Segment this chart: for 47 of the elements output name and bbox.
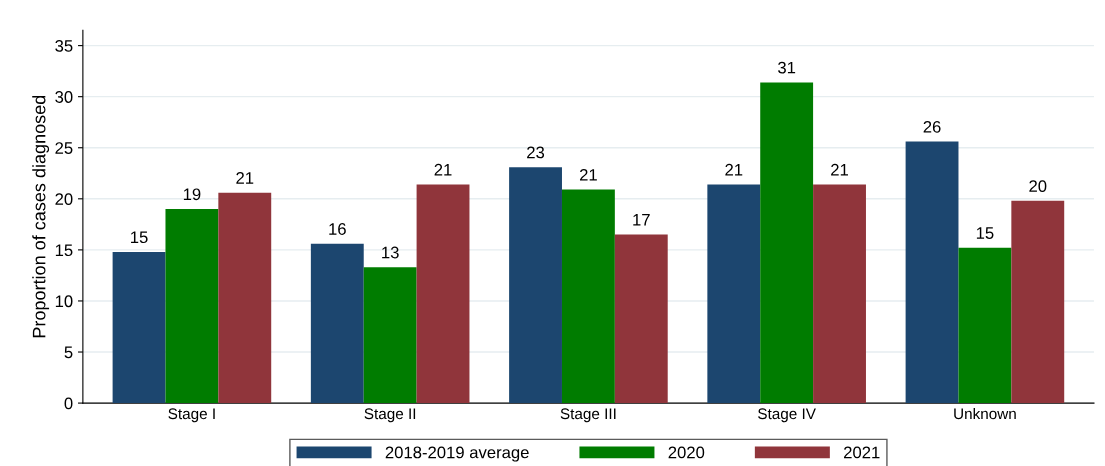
bar: [958, 247, 1012, 404]
x-tick-label: Stage IV: [758, 408, 816, 423]
y-tick-label: 15: [55, 244, 73, 257]
data-label: 16: [329, 223, 346, 235]
data-label: 20: [1029, 180, 1047, 193]
bar: [1011, 200, 1065, 404]
bar: [561, 189, 615, 404]
y-tick-label: 10: [55, 295, 73, 308]
bar: [310, 243, 364, 404]
legend-label: 2020: [668, 446, 705, 459]
bar: [218, 192, 272, 404]
bar: [509, 167, 562, 404]
data-label: 15: [131, 231, 148, 244]
legend-label: 2021: [844, 446, 880, 459]
y-tick-label: 20: [55, 193, 73, 206]
data-label: 19: [183, 188, 201, 201]
y-tick-label: 25: [55, 142, 73, 154]
data-label: 21: [236, 172, 254, 184]
bar: [707, 184, 761, 404]
data-label: 15: [976, 227, 994, 239]
legend-label: 2018-2019 average: [385, 446, 529, 462]
bar: [165, 209, 219, 404]
bar: [112, 251, 166, 404]
data-label: 21: [725, 163, 743, 176]
data-label: 31: [778, 61, 796, 74]
data-label: 23: [527, 146, 545, 159]
y-axis-title: Proportion of cases diagnosed: [32, 95, 50, 338]
y-tick-label: 35: [55, 40, 73, 52]
bar: [905, 141, 959, 404]
bar: [363, 267, 417, 404]
x-tick-label: Stage II: [364, 408, 416, 423]
y-tick-label: 30: [55, 91, 73, 103]
x-tick-label: Stage I: [168, 408, 215, 423]
data-label: 17: [633, 214, 650, 226]
y-tick-label: 0: [64, 397, 73, 410]
bar: [813, 184, 866, 404]
data-label: 13: [382, 246, 399, 259]
data-label: 21: [434, 163, 452, 176]
data-label: 21: [579, 168, 597, 181]
bar: [416, 184, 470, 404]
x-tick-label: Stage III: [560, 408, 616, 423]
bar: [614, 234, 668, 404]
data-label: 21: [831, 163, 848, 176]
bar: [760, 82, 814, 404]
x-tick-label: Unknown: [954, 407, 1016, 420]
y-tick-label: 5: [64, 346, 73, 359]
data-label: 26: [923, 120, 941, 133]
